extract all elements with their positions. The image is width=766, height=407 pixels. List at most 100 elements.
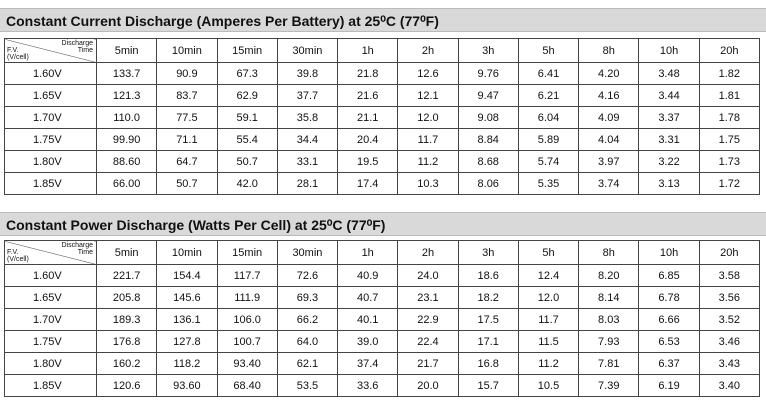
data-row: 1.85V 66.00 50.7 42.0 28.1 17.4 10.3 8.06 5.35 3.… bbox=[4, 172, 761, 195]
column-header: 2h bbox=[397, 38, 459, 63]
cell: 37.7 bbox=[276, 84, 339, 107]
cell: 111.9 bbox=[216, 286, 278, 309]
cell: 8.14 bbox=[578, 286, 640, 309]
cell: 3.44 bbox=[638, 84, 700, 107]
cell: 6.21 bbox=[517, 84, 580, 107]
cell: 6.04 bbox=[517, 106, 580, 129]
row-label: 1.85V bbox=[4, 172, 97, 195]
data-row: 1.65V 205.8 145.6 111.9 69.3 40.7 23.1 18.2 12.0… bbox=[4, 286, 761, 309]
row-label: 1.75V bbox=[4, 330, 97, 353]
cell: 6.85 bbox=[638, 264, 700, 287]
cell: 23.1 bbox=[397, 286, 459, 309]
cell: 11.7 bbox=[397, 128, 459, 151]
section-title: Constant Current Discharge (Amperes Per … bbox=[0, 8, 766, 32]
cell: 18.6 bbox=[457, 264, 519, 287]
data-row: 1.70V 189.3 136.1 106.0 66.2 40.1 22.9 17.5 11.7… bbox=[4, 308, 761, 331]
column-header: 5h bbox=[517, 38, 580, 63]
corner-bottom: F.V. (V/cell) bbox=[7, 249, 29, 263]
cell: 176.8 bbox=[95, 330, 158, 353]
data-row: 1.65V 121.3 83.7 62.9 37.7 21.6 12.1 9.47 6.21 4.… bbox=[4, 84, 761, 107]
data-row: 1.85V 120.6 93.60 68.40 53.5 33.6 20.0 15.7 10.5… bbox=[4, 374, 761, 397]
cell: 3.46 bbox=[698, 330, 761, 353]
cell: 10.3 bbox=[397, 172, 459, 195]
cell: 33.1 bbox=[276, 150, 339, 173]
cell: 39.0 bbox=[337, 330, 399, 353]
cell: 53.5 bbox=[276, 374, 339, 397]
cell: 83.7 bbox=[156, 84, 218, 107]
row-label: 1.80V bbox=[4, 150, 97, 173]
cell: 17.1 bbox=[457, 330, 519, 353]
cell: 221.7 bbox=[95, 264, 158, 287]
cell: 99.90 bbox=[95, 128, 158, 151]
cell: 19.5 bbox=[337, 150, 399, 173]
column-header: 5min bbox=[95, 240, 158, 265]
cell: 64.7 bbox=[156, 150, 218, 173]
cell: 120.6 bbox=[95, 374, 158, 397]
cell: 117.7 bbox=[216, 264, 278, 287]
cell: 3.74 bbox=[578, 172, 640, 195]
row-label: 1.60V bbox=[4, 264, 97, 287]
data-row: 1.80V 88.60 64.7 50.7 33.1 19.5 11.2 8.68 5.74 3.… bbox=[4, 150, 761, 173]
cell: 1.73 bbox=[698, 150, 761, 173]
corner-cell: Discharge Time F.V. (V/cell) bbox=[4, 38, 97, 63]
section-title: Constant Power Discharge (Watts Per Cell… bbox=[0, 212, 766, 236]
cell: 11.2 bbox=[517, 352, 580, 375]
cell: 3.40 bbox=[698, 374, 761, 397]
cell: 20.0 bbox=[397, 374, 459, 397]
column-header: 1h bbox=[337, 240, 399, 265]
cell: 7.39 bbox=[578, 374, 640, 397]
cell: 62.1 bbox=[276, 352, 339, 375]
cell: 3.56 bbox=[698, 286, 761, 309]
row-label: 1.80V bbox=[4, 352, 97, 375]
cell: 7.93 bbox=[578, 330, 640, 353]
cell: 7.81 bbox=[578, 352, 640, 375]
column-header: 15min bbox=[216, 240, 278, 265]
column-header: 8h bbox=[578, 38, 640, 63]
cell: 5.35 bbox=[517, 172, 580, 195]
cell: 24.0 bbox=[397, 264, 459, 287]
cell: 90.9 bbox=[156, 62, 218, 85]
header-row: Discharge Time F.V. (V/cell) 5min 10min 15mi… bbox=[4, 38, 761, 63]
cell: 68.40 bbox=[216, 374, 278, 397]
cell: 6.19 bbox=[638, 374, 700, 397]
cell: 121.3 bbox=[95, 84, 158, 107]
cell: 3.22 bbox=[638, 150, 700, 173]
column-header: 2h bbox=[397, 240, 459, 265]
cell: 40.9 bbox=[337, 264, 399, 287]
cell: 71.1 bbox=[156, 128, 218, 151]
cell: 33.6 bbox=[337, 374, 399, 397]
corner-cell: Discharge Time F.V. (V/cell) bbox=[4, 240, 97, 265]
cell: 3.58 bbox=[698, 264, 761, 287]
cell: 16.8 bbox=[457, 352, 519, 375]
cell: 9.47 bbox=[457, 84, 519, 107]
cell: 127.8 bbox=[156, 330, 218, 353]
cell: 154.4 bbox=[156, 264, 218, 287]
column-header: 10h bbox=[638, 38, 700, 63]
cell: 6.37 bbox=[638, 352, 700, 375]
cell: 1.82 bbox=[698, 62, 761, 85]
cell: 1.72 bbox=[698, 172, 761, 195]
cell: 118.2 bbox=[156, 352, 218, 375]
cell: 39.8 bbox=[276, 62, 339, 85]
cell: 66.00 bbox=[95, 172, 158, 195]
cell: 22.9 bbox=[397, 308, 459, 331]
cell: 5.74 bbox=[517, 150, 580, 173]
column-header: 8h bbox=[578, 240, 640, 265]
cell: 11.7 bbox=[517, 308, 580, 331]
cell: 67.3 bbox=[216, 62, 278, 85]
cell: 8.06 bbox=[457, 172, 519, 195]
data-row: 1.75V 176.8 127.8 100.7 64.0 39.0 22.4 17.1 11.5… bbox=[4, 330, 761, 353]
cell: 20.4 bbox=[337, 128, 399, 151]
cell: 50.7 bbox=[156, 172, 218, 195]
cell: 12.1 bbox=[397, 84, 459, 107]
cell: 3.52 bbox=[698, 308, 761, 331]
cell: 21.6 bbox=[337, 84, 399, 107]
data-table: Discharge Time F.V. (V/cell) 5min 10min 15mi… bbox=[4, 240, 761, 397]
cell: 6.66 bbox=[638, 308, 700, 331]
cell: 9.76 bbox=[457, 62, 519, 85]
row-label: 1.85V bbox=[4, 374, 97, 397]
column-header: 3h bbox=[457, 240, 519, 265]
header-row: Discharge Time F.V. (V/cell) 5min 10min 15mi… bbox=[4, 240, 761, 265]
cell: 3.48 bbox=[638, 62, 700, 85]
cell: 3.13 bbox=[638, 172, 700, 195]
